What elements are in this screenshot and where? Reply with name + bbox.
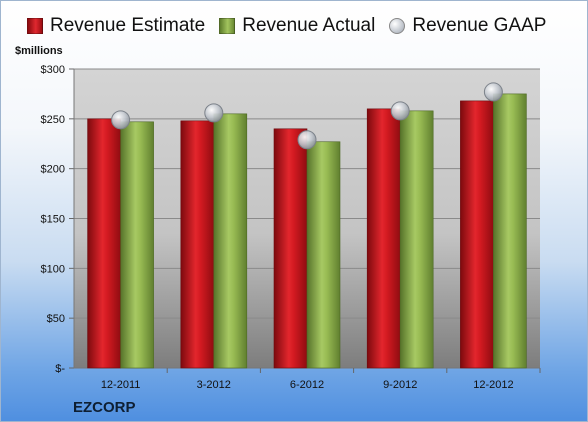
bar-revenue-actual: [120, 121, 154, 369]
y-tick-label: $250: [41, 114, 65, 126]
y-tick-label: $300: [41, 64, 65, 76]
company-label: EZCORP: [73, 399, 136, 416]
y-tick-label: $150: [41, 214, 65, 226]
legend-swatch-revenue-actual: [219, 18, 236, 34]
bar-revenue-actual: [493, 93, 527, 369]
legend-entry-revenue-actual: Revenue Actual: [219, 15, 375, 37]
bar-revenue-actual: [306, 141, 341, 369]
bar-revenue-estimate: [180, 120, 215, 369]
bar-revenue-actual: [213, 113, 248, 369]
gaap-markers: [111, 82, 503, 150]
legend-swatch-revenue-gaap: [389, 18, 406, 34]
tick-labels: $- $50 $100 $150 $200 $250 $300 12-2011 3-2012 6-…: [41, 64, 514, 391]
bar-revenue-actual: [399, 110, 434, 369]
marker-revenue-gaap: [111, 110, 131, 130]
legend-entry-revenue-gaap: Revenue GAAP: [389, 15, 546, 37]
y-tick-label: $50: [47, 313, 65, 325]
bar-revenue-estimate: [460, 100, 494, 369]
bar-revenue-estimate: [273, 128, 308, 369]
x-tick-label: 12-2011: [101, 379, 141, 391]
x-tick-label: 12-2012: [473, 379, 513, 391]
y-axis-unit-label: $millions: [15, 45, 63, 57]
marker-revenue-gaap: [483, 82, 503, 102]
marker-revenue-gaap: [297, 130, 317, 150]
legend-label-revenue-actual: Revenue Actual: [242, 15, 376, 36]
chart-legend: Revenue Estimate Revenue Actual Revenue …: [27, 15, 560, 37]
y-tick-label: $100: [41, 263, 65, 275]
bar-revenue-estimate: [87, 118, 121, 369]
bars: [87, 93, 527, 369]
legend-swatch-revenue-estimate: [27, 18, 43, 34]
y-tick-label: $200: [41, 164, 65, 176]
marker-revenue-gaap: [204, 103, 224, 123]
x-tick-label: 9-2012: [383, 379, 417, 391]
x-tick-label: 6-2012: [290, 379, 324, 391]
y-tick-label: $-: [55, 363, 65, 375]
legend-label-revenue-estimate: Revenue Estimate: [50, 15, 206, 36]
legend-label-revenue-gaap: Revenue GAAP: [412, 15, 547, 36]
marker-revenue-gaap: [390, 101, 410, 121]
x-tick-label: 3-2012: [197, 379, 231, 391]
bar-revenue-estimate: [366, 108, 401, 369]
legend-entry-revenue-estimate: Revenue Estimate: [27, 15, 205, 37]
